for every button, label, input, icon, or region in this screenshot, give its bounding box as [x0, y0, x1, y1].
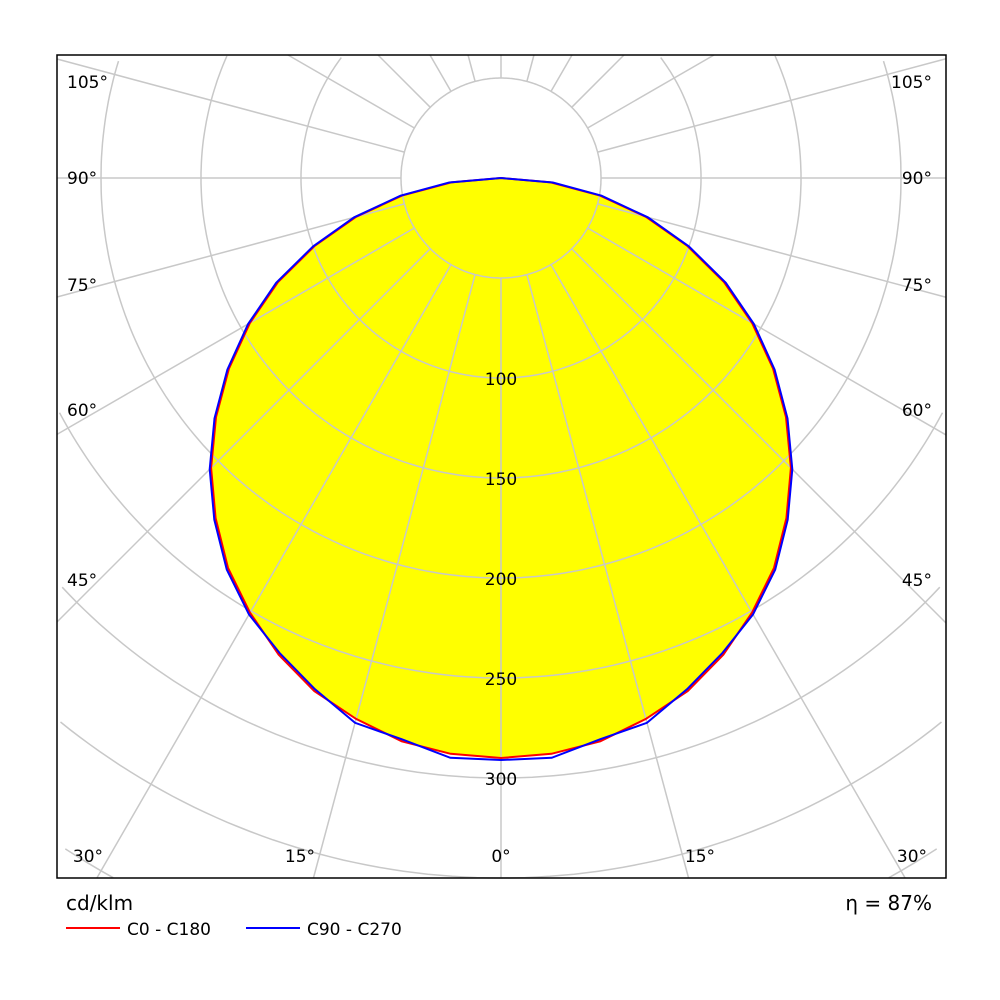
grid-radial-line-345: [312, 274, 476, 879]
grid-radial-line-210: [429, 54, 452, 92]
angle-label-bottom: 15°: [685, 847, 715, 867]
grid-circle-250: [58, 412, 944, 679]
radial-tick-label: 150: [485, 470, 517, 490]
grid-radial-line-105: [597, 58, 947, 153]
curve-lines: [208, 177, 794, 762]
grid-radial-line-135: [571, 54, 625, 108]
grid-circle-200: [100, 60, 902, 579]
angle-label-left: 60°: [67, 401, 97, 421]
angle-label-left: 105°: [67, 73, 108, 93]
unit-label: cd/klm: [66, 891, 133, 915]
angle-label-right: 60°: [902, 401, 932, 421]
angle-label-bottom: 30°: [897, 847, 927, 867]
angle-label-bottom: 0°: [491, 847, 510, 867]
angle-label-bottom: 30°: [73, 847, 103, 867]
angle-label-left: 45°: [67, 571, 97, 591]
legend-label-c90: C90 - C270: [307, 920, 402, 940]
grid-radial-line-45: [571, 248, 947, 624]
radial-tick-label: 100: [485, 370, 517, 390]
angle-label-left: 90°: [67, 169, 97, 189]
grid-circle-400: [64, 848, 938, 879]
grid-radial-line-255: [56, 58, 405, 153]
grid-radial-line-150: [550, 54, 573, 92]
grid-radial-line-330: [96, 264, 452, 879]
angle-label-left: 75°: [67, 276, 97, 296]
grid-circle-100: [300, 57, 702, 379]
radial-tick-label: 250: [485, 670, 517, 690]
grid-radial-line-315: [56, 248, 431, 623]
legend-label-c0: C0 - C180: [127, 920, 211, 940]
curve-c90-c270: [208, 177, 794, 762]
grid-radial-line-225: [377, 54, 431, 108]
grid-radial-line-120: [587, 54, 715, 129]
angle-label-right: 105°: [891, 73, 932, 93]
angle-label-right: 90°: [902, 169, 932, 189]
efficiency-label: η = 87%: [845, 891, 932, 915]
grid-radial-line-60: [587, 227, 947, 436]
grid-radial-line-240: [287, 54, 415, 129]
radial-tick-label: 300: [485, 770, 517, 790]
grid-radial-line-300: [56, 227, 415, 435]
grid-circle-350: [60, 721, 942, 879]
grid-radial-line-15: [526, 274, 690, 879]
angle-label-bottom: 15°: [285, 847, 315, 867]
angle-label-right: 45°: [902, 571, 932, 591]
plot-frame: [56, 54, 947, 879]
grid-circle-150: [200, 55, 802, 479]
angle-label-right: 75°: [902, 276, 932, 296]
grid-radial-line-30: [550, 264, 906, 879]
radial-tick-label: 200: [485, 570, 517, 590]
grid-radial-line-285: [56, 203, 405, 298]
grid-radial-line-75: [597, 203, 947, 298]
grid-radial-line-195: [467, 54, 476, 82]
grid-radial-line-165: [526, 54, 535, 82]
grid-circle-300: [61, 586, 941, 779]
